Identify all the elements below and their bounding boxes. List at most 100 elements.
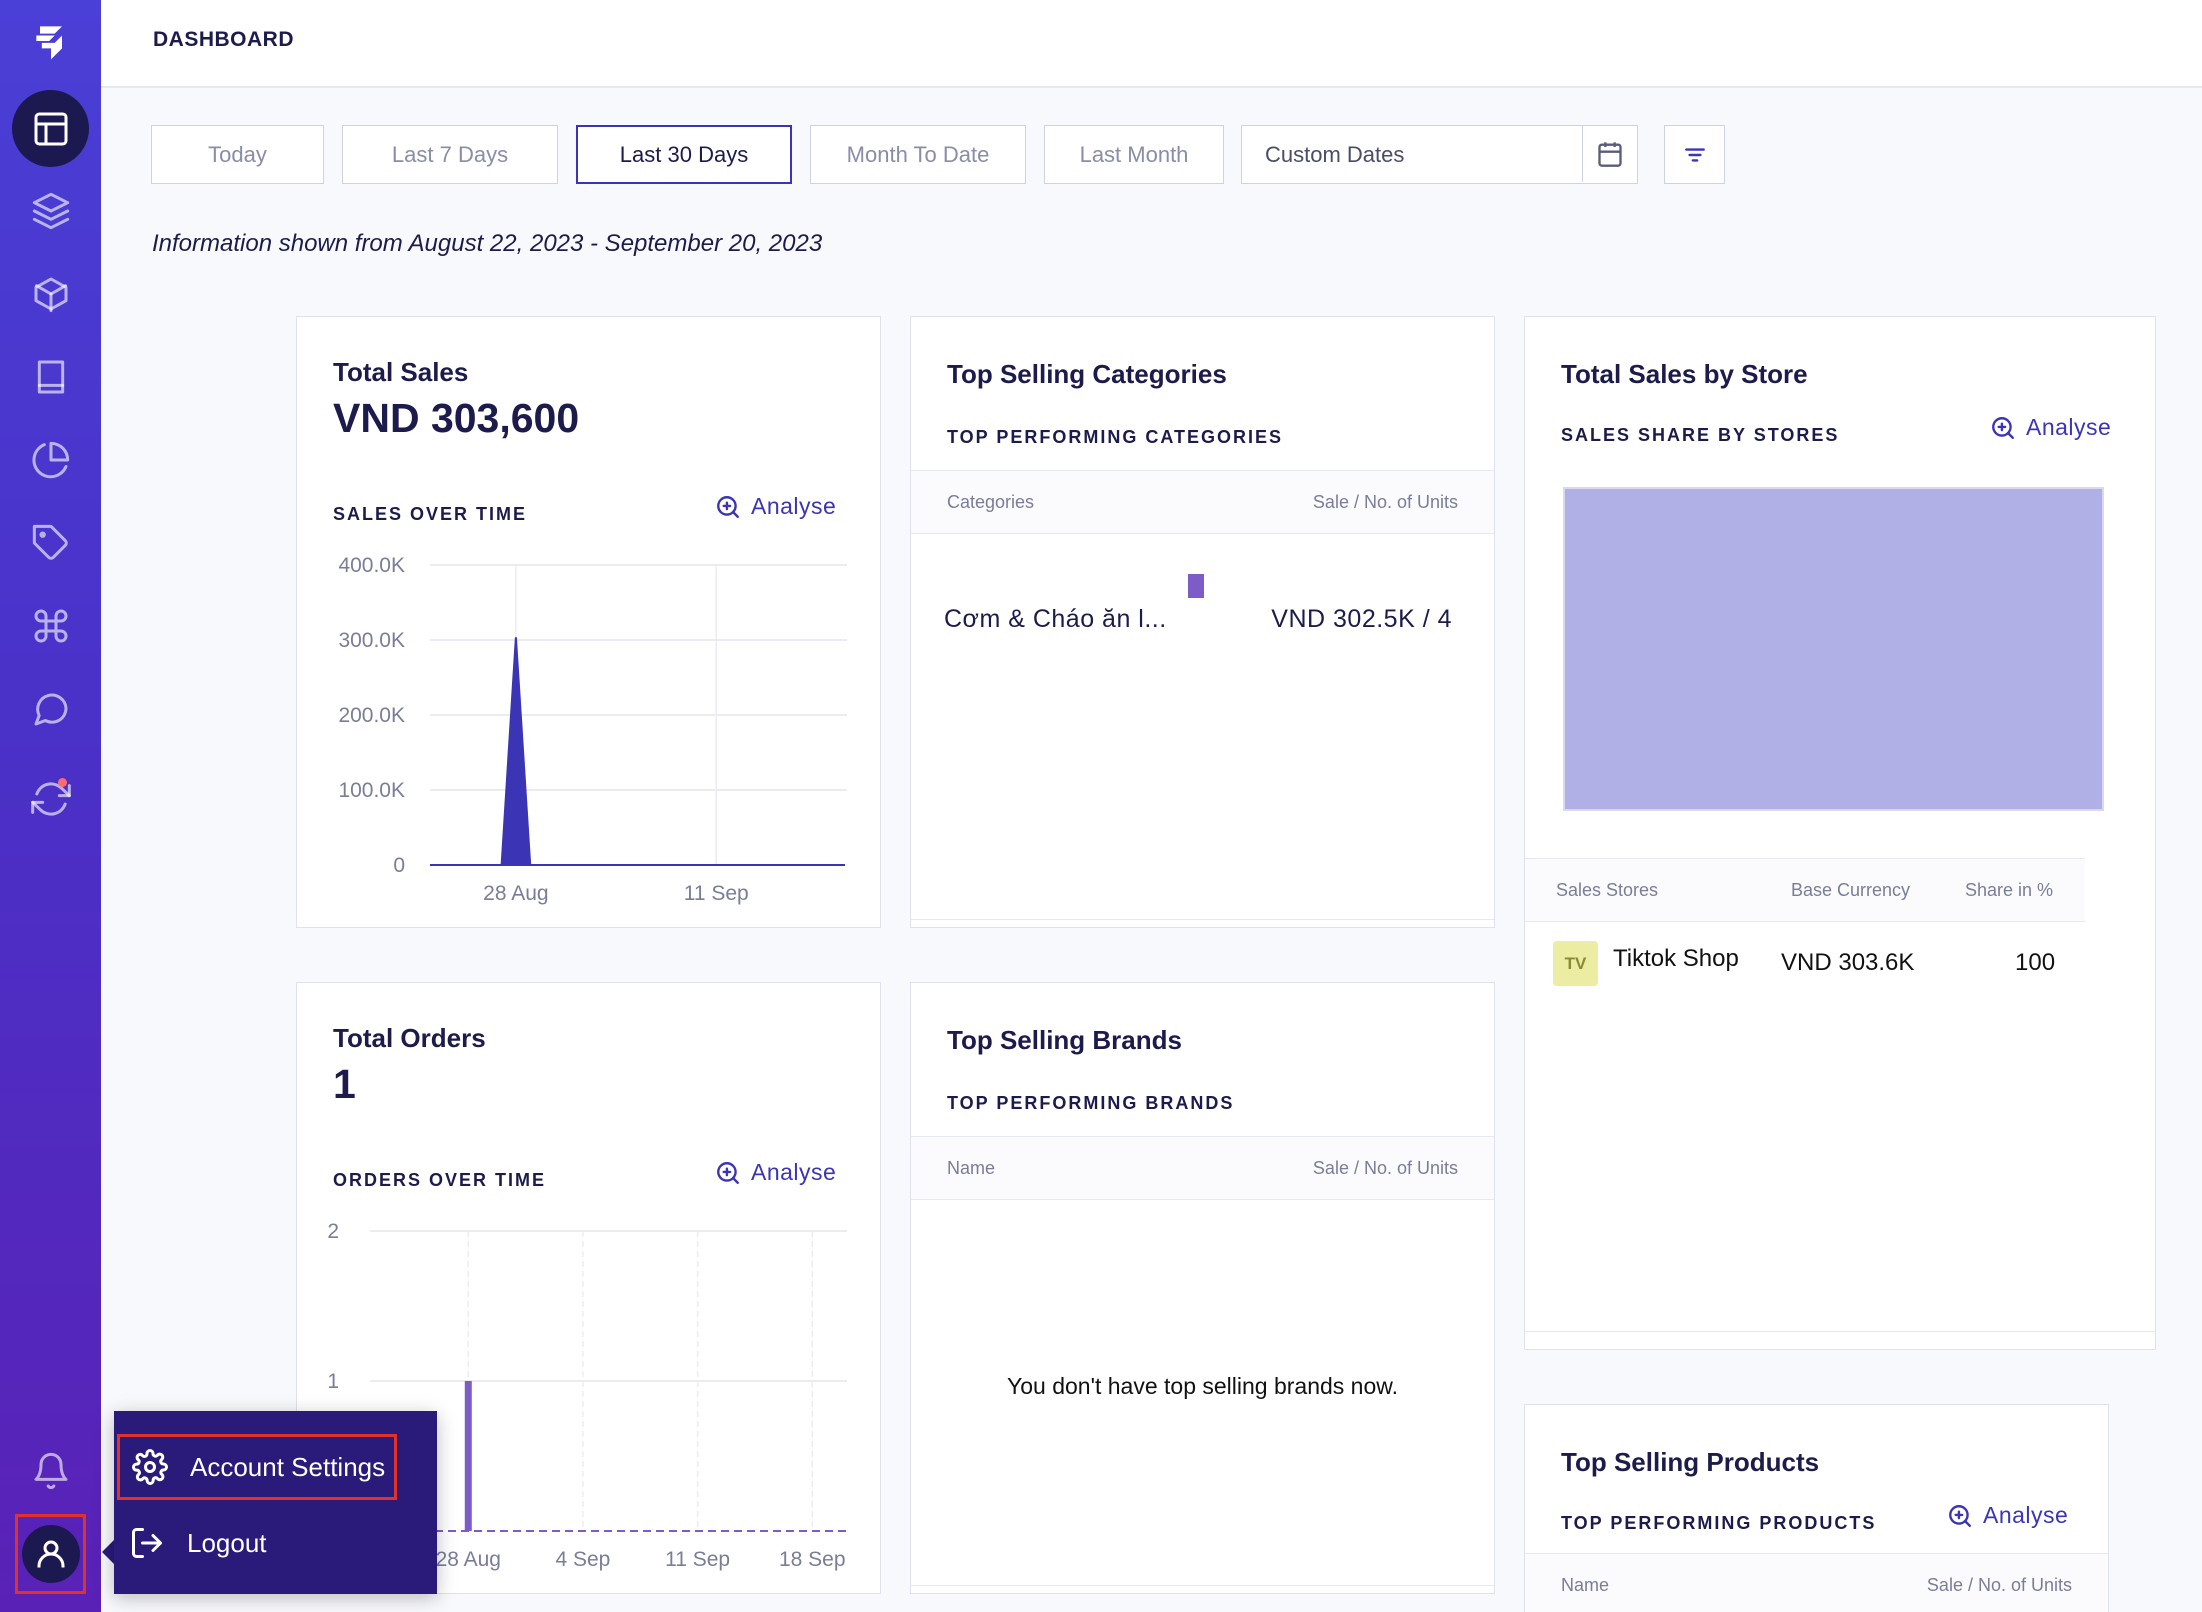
filter-last-7-days-button[interactable]: Last 7 Days — [342, 125, 558, 184]
pie-chart-icon[interactable] — [12, 421, 89, 498]
zoom-icon — [1992, 416, 2014, 439]
user-account-button[interactable] — [15, 1514, 86, 1594]
book-icon[interactable] — [12, 338, 89, 415]
category-name[interactable]: Cơm & Cháo ăn l... — [944, 605, 1167, 633]
column-header: Categories — [947, 492, 1035, 512]
analyse-link[interactable]: Analyse — [1990, 414, 2111, 441]
store-currency-value: VND 303.6K — [1781, 949, 1915, 976]
zoom-icon — [717, 1161, 739, 1184]
analyse-label: Analyse — [751, 493, 837, 519]
section-kicker: TOP PERFORMING BRANDS — [947, 1093, 1235, 1113]
store-badge: TV — [1553, 941, 1598, 986]
card-title: Total Orders — [333, 1023, 486, 1053]
page-title: DASHBOARD — [153, 28, 294, 51]
sales-chart-svg: 400.0K 300.0K 200.0K 100.0K 0 28 Aug 11 Sep — [338, 554, 847, 905]
card-title: Top Selling Products — [1561, 1447, 1820, 1477]
account-menu: Account Settings Logout — [114, 1411, 437, 1594]
divider — [911, 919, 1494, 920]
y-tick-label: 400.0K — [338, 554, 405, 577]
orders-chart-svg: 2 1 28 Aug 4 Sep 11 Sep 18 Sep — [327, 1220, 847, 1571]
column-header: Sale / No. of Units — [1926, 1575, 2072, 1595]
zoom-icon — [1949, 1504, 1971, 1527]
sidebar — [0, 0, 101, 1612]
filter-today-button[interactable]: Today — [151, 125, 324, 184]
divider — [1525, 1331, 2155, 1332]
notification-dot — [58, 778, 67, 787]
tag-icon[interactable] — [12, 504, 89, 581]
x-tick-label: 28 Aug — [436, 1548, 501, 1571]
table-header: Name Sale / No. of Units — [911, 1136, 1494, 1200]
logout-icon — [132, 1528, 162, 1558]
logout-label: Logout — [187, 1527, 267, 1558]
analyse-link[interactable]: Analyse — [1947, 1502, 2068, 1529]
section-kicker: SALES SHARE BY STORES — [1561, 425, 1840, 445]
filter-icon[interactable] — [1664, 125, 1725, 184]
section-kicker: ORDERS OVER TIME — [333, 1170, 547, 1190]
x-tick-label: 28 Aug — [483, 882, 548, 905]
table-header: Sales Stores Base Currency Share in % — [1525, 858, 2085, 922]
user-icon — [21, 1525, 80, 1583]
layout-icon[interactable] — [12, 90, 89, 167]
gear-icon — [132, 1449, 168, 1485]
filter-last-30-days-button[interactable]: Last 30 Days — [576, 125, 792, 184]
analyse-link[interactable]: Analyse — [715, 1159, 836, 1186]
table-header: Categories Sale / No. of Units — [911, 470, 1494, 534]
custom-dates-label: Custom Dates — [1265, 142, 1405, 167]
package-icon[interactable] — [12, 255, 89, 332]
section-kicker: TOP PERFORMING CATEGORIES — [947, 427, 1284, 447]
logo-icon[interactable] — [12, 2, 89, 79]
divider — [911, 1585, 1494, 1586]
y-tick-label: 2 — [327, 1220, 339, 1243]
table-header: Name Sale / No. of Units — [1525, 1553, 2108, 1612]
y-tick-label: 300.0K — [338, 629, 405, 652]
column-header: Base Currency — [1791, 880, 1911, 900]
filter-month-to-date-button[interactable]: Month To Date — [810, 125, 1026, 184]
top-brands-card: Top Selling Brands TOP PERFORMING BRANDS… — [910, 982, 1495, 1594]
analyse-label: Analyse — [2026, 414, 2112, 440]
x-tick-label: 4 Sep — [555, 1548, 610, 1571]
menu-pointer — [102, 1540, 114, 1564]
store-share-treemap[interactable] — [1563, 487, 2104, 811]
zoom-icon — [717, 495, 739, 518]
y-tick-label: 200.0K — [338, 704, 405, 727]
y-tick-label: 1 — [327, 1370, 339, 1393]
column-header: Name — [1561, 1575, 1610, 1595]
column-header: Sale / No. of Units — [1312, 492, 1458, 512]
x-tick-label: 11 Sep — [665, 1548, 730, 1571]
category-value: VND 302.5K / 4 — [1271, 605, 1452, 633]
logout-menu-item[interactable]: Logout — [117, 1510, 397, 1576]
x-tick-label: 11 Sep — [684, 882, 749, 905]
sales-by-store-card: Total Sales by Store SALES SHARE BY STOR… — [1524, 316, 2156, 1350]
card-title: Top Selling Categories — [947, 359, 1227, 389]
filter-last-month-button[interactable]: Last Month — [1044, 125, 1224, 184]
column-header: Sale / No. of Units — [1312, 1158, 1458, 1178]
account-settings-label: Account Settings — [190, 1451, 386, 1482]
y-tick-label: 0 — [393, 854, 405, 877]
sales-area-series — [430, 637, 845, 866]
analyse-label: Analyse — [1983, 1502, 2069, 1528]
top-header: DASHBOARD — [101, 0, 2202, 88]
bell-icon[interactable] — [12, 1432, 89, 1509]
orders-bar — [464, 1381, 472, 1531]
column-header: Share in % — [1965, 880, 2054, 900]
card-title: Total Sales — [333, 357, 469, 387]
analyse-label: Analyse — [751, 1159, 837, 1185]
total-sales-value: VND 303,600 — [333, 395, 580, 441]
top-categories-card: Top Selling Categories TOP PERFORMING CA… — [910, 316, 1495, 928]
account-settings-menu-item[interactable]: Account Settings — [117, 1434, 397, 1500]
custom-dates-field[interactable]: Custom Dates — [1241, 125, 1638, 184]
column-header: Name — [947, 1158, 996, 1178]
sync-icon[interactable] — [12, 760, 89, 837]
calendar-icon[interactable] — [1582, 126, 1637, 182]
y-tick-label: 100.0K — [338, 779, 405, 802]
analyse-link[interactable]: Analyse — [715, 493, 836, 520]
card-title: Total Sales by Store — [1561, 359, 1808, 389]
empty-state-message: You don't have top selling brands now. — [1007, 1373, 1398, 1399]
store-share-value: 100 — [2015, 949, 2056, 976]
total-sales-card: Total Sales VND 303,600 SALES OVER TIME … — [296, 316, 881, 928]
section-kicker: SALES OVER TIME — [333, 504, 528, 524]
card-title: Top Selling Brands — [947, 1025, 1182, 1055]
command-icon[interactable] — [12, 587, 89, 664]
layers-icon[interactable] — [12, 172, 89, 249]
chat-icon[interactable] — [12, 670, 89, 747]
